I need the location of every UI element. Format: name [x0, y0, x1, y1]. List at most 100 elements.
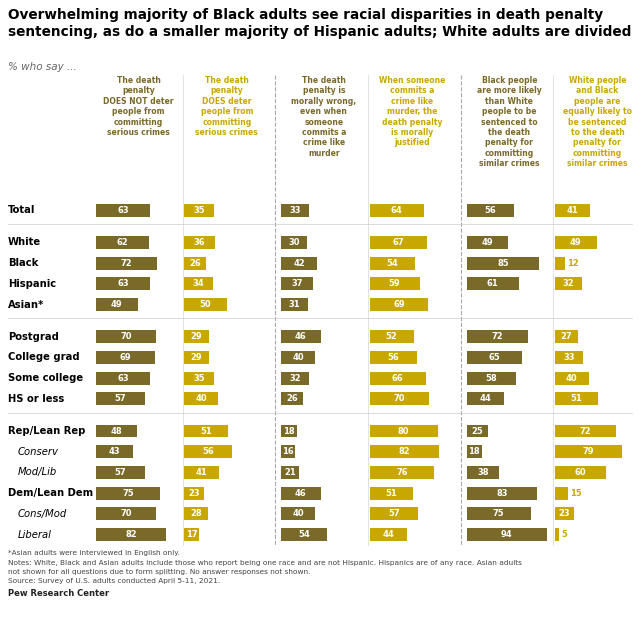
Text: 70: 70	[394, 394, 405, 403]
Bar	[96, 528, 166, 541]
Text: 60: 60	[575, 468, 586, 477]
Text: 29: 29	[191, 353, 202, 362]
Bar	[282, 257, 317, 269]
Bar	[467, 236, 508, 249]
Bar	[369, 372, 426, 385]
Text: Mod/Lib: Mod/Lib	[18, 467, 57, 477]
Bar	[282, 528, 327, 541]
Bar	[369, 487, 413, 500]
Text: 57: 57	[388, 509, 399, 518]
Text: 31: 31	[289, 300, 300, 309]
Text: 46: 46	[295, 489, 307, 498]
Text: 5: 5	[561, 530, 567, 539]
Bar	[555, 204, 589, 217]
Bar	[282, 392, 303, 405]
Text: Total: Total	[8, 205, 35, 216]
Text: 40: 40	[566, 374, 578, 383]
Text: 26: 26	[189, 259, 201, 268]
Text: 52: 52	[386, 332, 397, 341]
Bar	[555, 351, 583, 364]
Bar	[369, 298, 428, 311]
Bar	[369, 445, 439, 458]
Bar	[467, 466, 499, 479]
Bar	[369, 392, 429, 405]
Text: 65: 65	[488, 353, 500, 362]
Text: 49: 49	[570, 238, 582, 247]
Bar	[184, 424, 228, 438]
Bar	[467, 372, 516, 385]
Text: Black: Black	[8, 258, 38, 268]
Text: 44: 44	[479, 394, 492, 403]
Bar	[369, 330, 414, 343]
Bar	[96, 487, 160, 500]
Bar	[555, 487, 568, 500]
Text: 15: 15	[570, 489, 581, 498]
Text: 40: 40	[195, 394, 207, 403]
Bar	[96, 424, 137, 438]
Bar	[555, 392, 598, 405]
Bar	[184, 528, 198, 541]
Text: 21: 21	[284, 468, 296, 477]
Text: College grad: College grad	[8, 353, 79, 362]
Text: 35: 35	[193, 374, 205, 383]
Bar	[282, 372, 308, 385]
Text: 82: 82	[399, 447, 410, 456]
Bar	[467, 392, 504, 405]
Text: 75: 75	[122, 489, 134, 498]
Text: 46: 46	[295, 332, 307, 341]
Bar	[467, 204, 515, 217]
Bar	[184, 351, 209, 364]
Text: 57: 57	[115, 394, 126, 403]
Bar	[184, 487, 204, 500]
Text: Rep/Lean Rep: Rep/Lean Rep	[8, 426, 85, 436]
Bar	[555, 236, 596, 249]
Bar	[282, 278, 313, 291]
Text: Dem/Lean Dem: Dem/Lean Dem	[8, 488, 93, 498]
Text: 41: 41	[566, 206, 578, 215]
Text: 63: 63	[117, 374, 129, 383]
Text: Some college: Some college	[8, 373, 83, 383]
Bar	[184, 236, 215, 249]
Bar	[96, 278, 150, 291]
Text: 43: 43	[109, 447, 120, 456]
Bar	[369, 257, 415, 269]
Text: 62: 62	[116, 238, 128, 247]
Text: 41: 41	[196, 468, 207, 477]
Text: 51: 51	[200, 426, 212, 436]
Text: 51: 51	[571, 394, 582, 403]
Text: 94: 94	[501, 530, 513, 539]
Text: 80: 80	[398, 426, 410, 436]
Text: When someone
commits a
crime like
murder, the
death penalty
is morally
justified: When someone commits a crime like murder…	[379, 76, 445, 147]
Text: 38: 38	[477, 468, 488, 477]
Text: 66: 66	[392, 374, 403, 383]
Text: 56: 56	[484, 206, 497, 215]
Bar	[282, 298, 308, 311]
Text: 40: 40	[292, 509, 304, 518]
Text: 72: 72	[580, 426, 591, 436]
Text: 79: 79	[583, 447, 594, 456]
Bar	[467, 487, 538, 500]
Text: 83: 83	[496, 489, 508, 498]
Bar	[184, 508, 208, 520]
Text: Liberal: Liberal	[18, 530, 52, 540]
Text: not shown for all questions due to form splitting. No answer responses not shown: not shown for all questions due to form …	[8, 569, 310, 575]
Bar	[555, 372, 589, 385]
Bar	[467, 424, 488, 438]
Text: Asian*: Asian*	[8, 300, 44, 310]
Text: 48: 48	[111, 426, 122, 436]
Bar	[96, 330, 156, 343]
Bar	[184, 204, 214, 217]
Text: 33: 33	[563, 353, 575, 362]
Bar	[555, 257, 565, 269]
Text: 72: 72	[492, 332, 503, 341]
Text: White people
and Black
people are
equally likely to
be sentenced
to the death
pe: White people and Black people are equall…	[563, 76, 632, 168]
Bar	[184, 445, 232, 458]
Text: 63: 63	[117, 280, 129, 289]
Text: 70: 70	[120, 509, 132, 518]
Text: HS or less: HS or less	[8, 394, 64, 404]
Text: Conserv: Conserv	[18, 447, 59, 457]
Text: 85: 85	[497, 259, 509, 268]
Bar	[555, 528, 559, 541]
Bar	[369, 278, 420, 291]
Bar	[96, 445, 132, 458]
